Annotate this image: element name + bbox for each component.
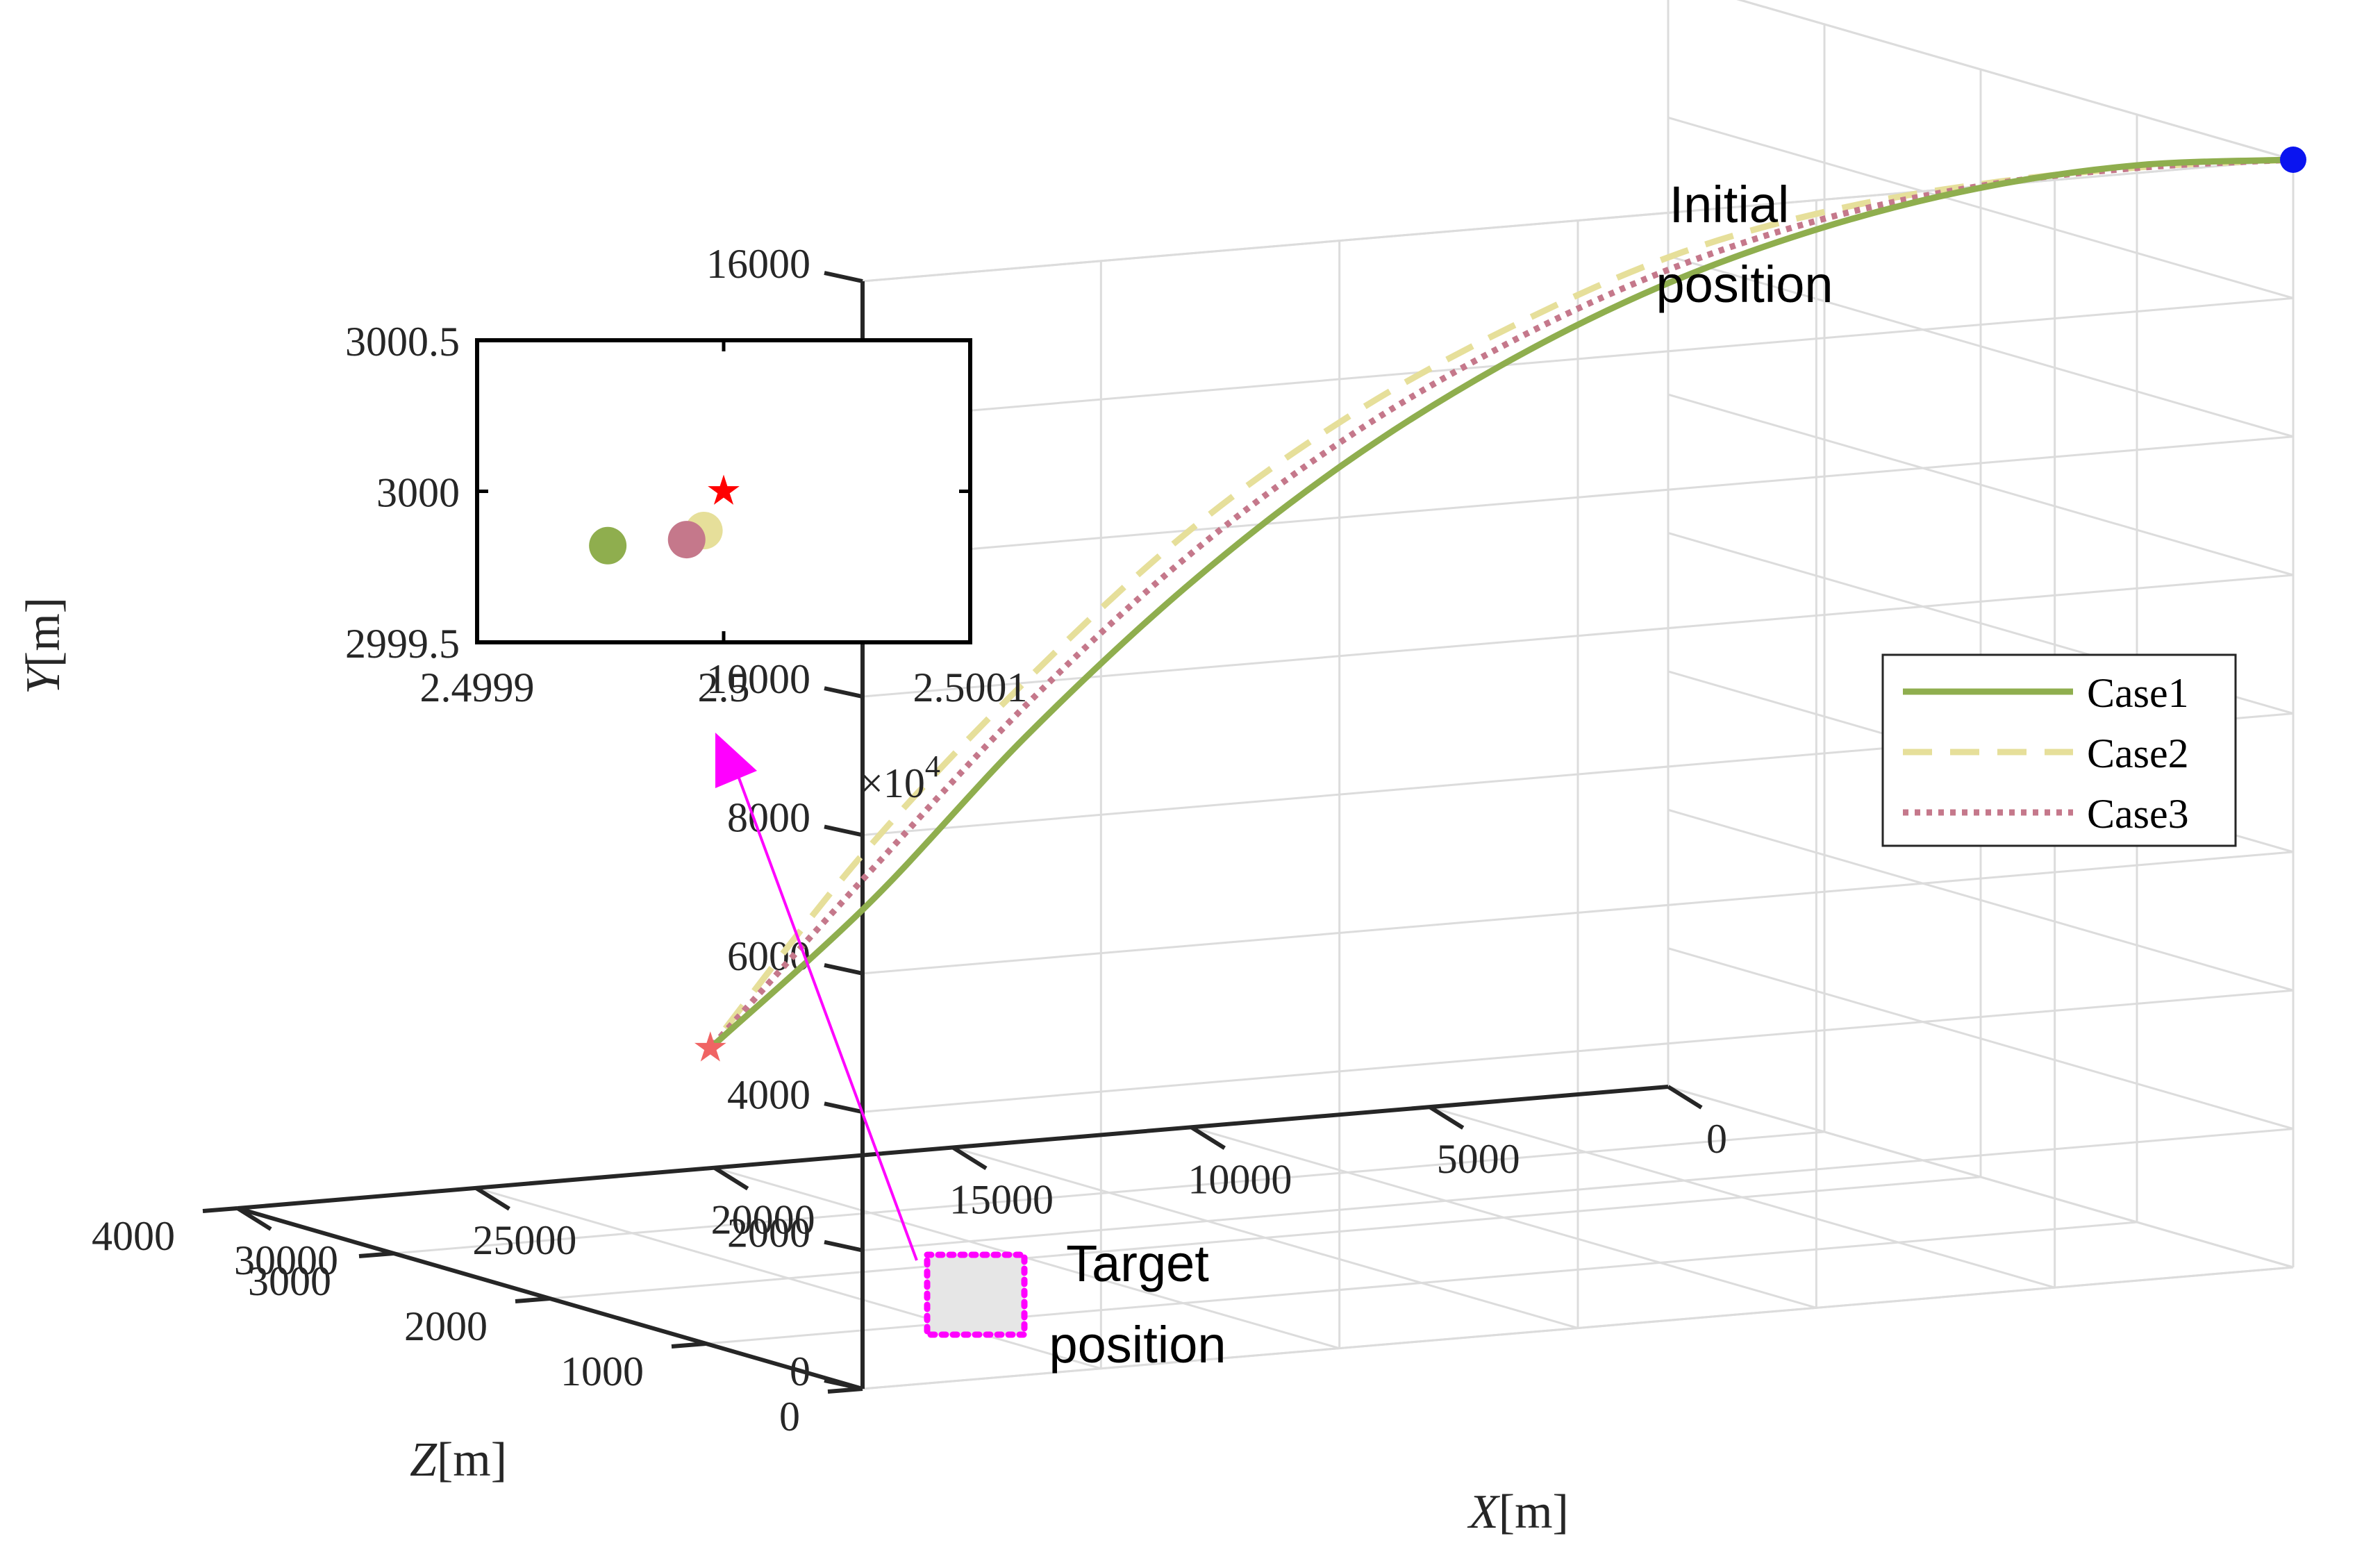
box-edge-top-back: [862, 158, 2294, 283]
x-tick-label: 10000: [1188, 1156, 1292, 1202]
y-tick-label: 0: [790, 1349, 810, 1394]
inset-point-case3: [667, 521, 706, 559]
grid-line-y-back: [862, 989, 2294, 1113]
initial-point-marker: [2280, 147, 2306, 173]
z-tick-mark: [671, 1342, 707, 1349]
curve-case1: [708, 156, 2294, 1051]
z-tick-label: 1000: [560, 1349, 644, 1394]
y-tick-label: 8000: [727, 795, 810, 841]
z-tick-mark: [827, 1387, 863, 1394]
y-tick-mark: [824, 271, 863, 283]
target-position-label-line2: position: [1049, 1316, 1226, 1374]
y-tick-mark: [824, 824, 863, 837]
target-position-label-line1: Target: [1066, 1235, 1209, 1292]
inset-x-tick-label: 2.5001: [913, 665, 1028, 710]
x-tick-label: 0: [1706, 1116, 1727, 1162]
x-tick-mark: [1667, 1085, 1703, 1110]
z-tick-label: 4000: [92, 1213, 175, 1259]
y-tick-mark: [824, 1101, 863, 1115]
z-axis-label: Z[m]: [410, 1433, 507, 1487]
x-axis-label: X[m]: [1467, 1485, 1569, 1539]
x-tick-mark: [1190, 1125, 1226, 1150]
legend-label-case3: Case3: [2087, 791, 2189, 837]
z-tick-label: 0: [779, 1394, 800, 1440]
box-edge-top-side: [1736, 0, 2294, 161]
x-tick-mark: [1429, 1105, 1465, 1130]
grid-line-y-back: [862, 574, 2294, 698]
z-tick-mark: [515, 1296, 551, 1303]
curve-case2: [708, 156, 2294, 1051]
inset-x-tick-label: 2.4999: [420, 665, 535, 710]
grid-line-y-back: [862, 297, 2294, 421]
initial-position-label-line1: Initial: [1670, 176, 1790, 233]
x-tick-label: 20000: [711, 1197, 815, 1243]
y-tick-mark: [824, 1240, 863, 1253]
x-tick-mark: [236, 1206, 272, 1231]
z-tick-mark: [358, 1251, 394, 1258]
y-tick-mark: [824, 962, 863, 976]
y-tick-mark: [824, 686, 863, 699]
inset-points: [589, 474, 740, 565]
grid-line-y-back: [862, 851, 2294, 975]
inset-x-exponent: ×104: [860, 749, 940, 806]
x-tick-mark: [474, 1186, 510, 1211]
y-tick-label: 4000: [727, 1071, 810, 1117]
x-tick-label: 15000: [949, 1177, 1054, 1223]
z-tick-label: 2000: [404, 1303, 488, 1349]
grid-line-z-floor: [862, 1266, 2294, 1390]
z-tick-label: 3000: [248, 1258, 331, 1304]
grid-line-y-back: [862, 435, 2294, 560]
x-tick-mark: [713, 1166, 749, 1191]
legend-label-case1: Case1: [2087, 670, 2189, 716]
inset-y-tick-label: 3000: [376, 470, 460, 516]
initial-position-label-line2: position: [1656, 256, 1833, 313]
target-highlight-box: [924, 1251, 1028, 1338]
y-tick-label: 10000: [706, 656, 810, 702]
grid-line-z-floor: [549, 1176, 1981, 1300]
inset-ticks: 2.4999 2.5 2.5001 2999.5 3000 3000.5: [345, 319, 1028, 710]
y-tick-label: 16000: [706, 241, 810, 287]
x-tick-label: 30000: [234, 1237, 338, 1283]
inset-y-tick-label: 2999.5: [345, 621, 460, 667]
zoom-arrow: [715, 733, 918, 1261]
inset-point-case1: [589, 526, 627, 565]
x-tick-label: 25000: [472, 1217, 576, 1263]
trajectory-curves: [708, 156, 2294, 1051]
grid-line-z-floor: [706, 1221, 2138, 1345]
z-tick-mark: [202, 1206, 238, 1213]
grid-line-z-floor: [393, 1130, 1825, 1255]
grid-line-y-back: [862, 1128, 2294, 1252]
inset-x-tick-label: 2.5: [698, 665, 750, 710]
y-axis-label: Y[m]: [17, 597, 70, 694]
trajectory-markers: [694, 147, 2306, 1062]
legend: Case1 Case2 Case3: [1881, 653, 2237, 847]
legend-label-case2: Case2: [2087, 731, 2189, 776]
inset-y-tick-label: 3000.5: [345, 319, 460, 365]
x-tick-mark: [951, 1145, 988, 1171]
x-tick-label: 5000: [1437, 1136, 1520, 1182]
y-tick-label: 2000: [727, 1210, 810, 1256]
inset-zoom-plot: 2.4999 2.5 2.5001 2999.5 3000 3000.5 ×104: [345, 319, 1028, 806]
